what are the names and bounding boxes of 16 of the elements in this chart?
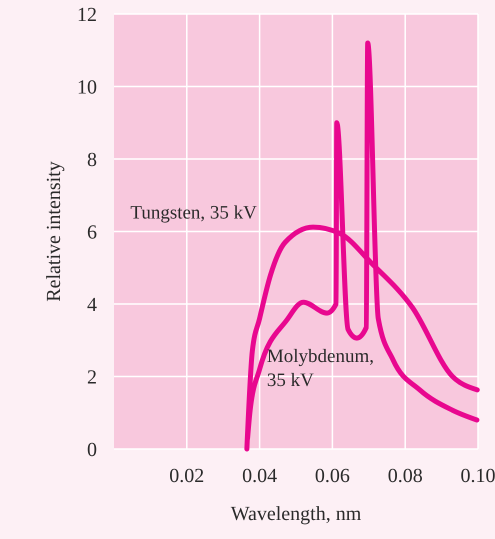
x-tick-label: 0.08 xyxy=(388,465,423,487)
y-tick-label: 12 xyxy=(77,4,97,26)
series-label: Tungsten, 35 kV xyxy=(130,202,258,224)
y-tick-label: 4 xyxy=(87,294,97,316)
series-label: Molybdenum, 35 kV xyxy=(266,346,374,391)
x-tick-label: 0.10 xyxy=(460,465,495,487)
x-tick-label: 0.02 xyxy=(169,465,204,487)
y-tick-label: 2 xyxy=(87,366,97,388)
y-axis-title: Relative intensity xyxy=(43,161,65,302)
y-tick-label: 8 xyxy=(87,149,97,171)
x-tick-label: 0.06 xyxy=(314,465,350,487)
y-tick-label: 6 xyxy=(87,222,97,244)
x-axis-title: Wavelength, nm xyxy=(230,503,362,525)
y-tick-label: 10 xyxy=(77,76,97,98)
x-tick-label: 0.04 xyxy=(242,465,278,487)
y-tick-label: 0 xyxy=(87,439,97,461)
